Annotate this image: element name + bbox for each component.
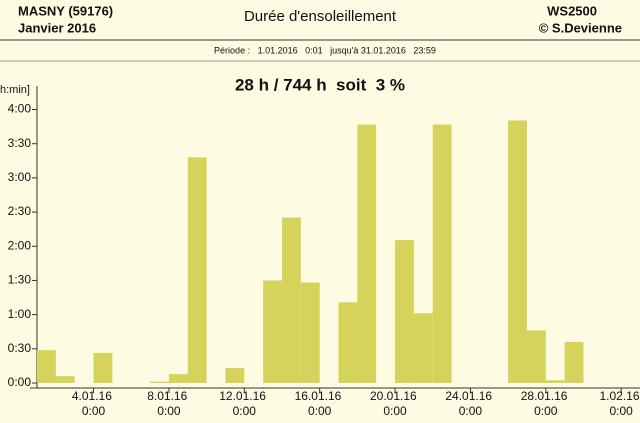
y-tick-label: 0:30: [8, 341, 32, 355]
bar: [432, 124, 452, 383]
x-tick-label: 12.01.16 0:00: [219, 389, 269, 418]
x-tick-label: 28.01.16 0:00: [521, 389, 571, 418]
bar: [263, 280, 282, 383]
month: Janvier 2016: [18, 20, 96, 35]
bar: [395, 240, 414, 383]
bar: [281, 217, 301, 383]
period: Période : 1.01.2016 0:01 jusqu'à 31.01.2…: [214, 45, 436, 55]
bar: [526, 330, 546, 383]
bar: [37, 350, 56, 383]
bar: [413, 313, 433, 383]
station: MASNY (59176): [18, 3, 113, 18]
bar: [357, 124, 377, 383]
y-tick-label: 1:30: [8, 273, 32, 287]
bar: [508, 120, 527, 383]
y-tick-label: 4:00: [8, 102, 32, 116]
bar: [187, 157, 207, 383]
header-title: Durée d'ensoleillement: [244, 8, 397, 25]
author: © S.Devienne: [539, 20, 622, 35]
x-tick-label: 16.01.16 0:00: [295, 389, 345, 418]
x-tick-label: 4.01.16 0:00: [72, 389, 115, 418]
bar: [545, 380, 565, 383]
device: WS2500: [547, 3, 597, 18]
y-tick-label: 1:00: [8, 307, 32, 321]
y-tick-label: 3:30: [8, 136, 32, 150]
bar: [93, 352, 113, 383]
bar: [55, 376, 75, 383]
y-tick-label: 2:00: [8, 238, 32, 252]
bar: [300, 282, 320, 383]
bar: [150, 381, 169, 383]
bar: [225, 367, 245, 383]
bar: [564, 341, 584, 383]
x-tick-label: 20.01.16 0:00: [370, 389, 420, 418]
x-tick-label: 1.02.16 0:00: [599, 389, 640, 418]
bar: [338, 302, 358, 383]
y-tick-label: 0:00: [8, 375, 32, 389]
y-tick-label: 3:00: [8, 170, 32, 184]
y-axis-label: h:min]: [0, 84, 30, 96]
bar: [168, 374, 188, 383]
chart-title: 28 h / 744 h soit 3 %: [235, 75, 405, 94]
x-tick-label: 8.01.16 0:00: [147, 389, 190, 418]
x-tick-label: 24.01.16 0:00: [445, 389, 495, 418]
y-tick-label: 2:30: [8, 204, 32, 218]
